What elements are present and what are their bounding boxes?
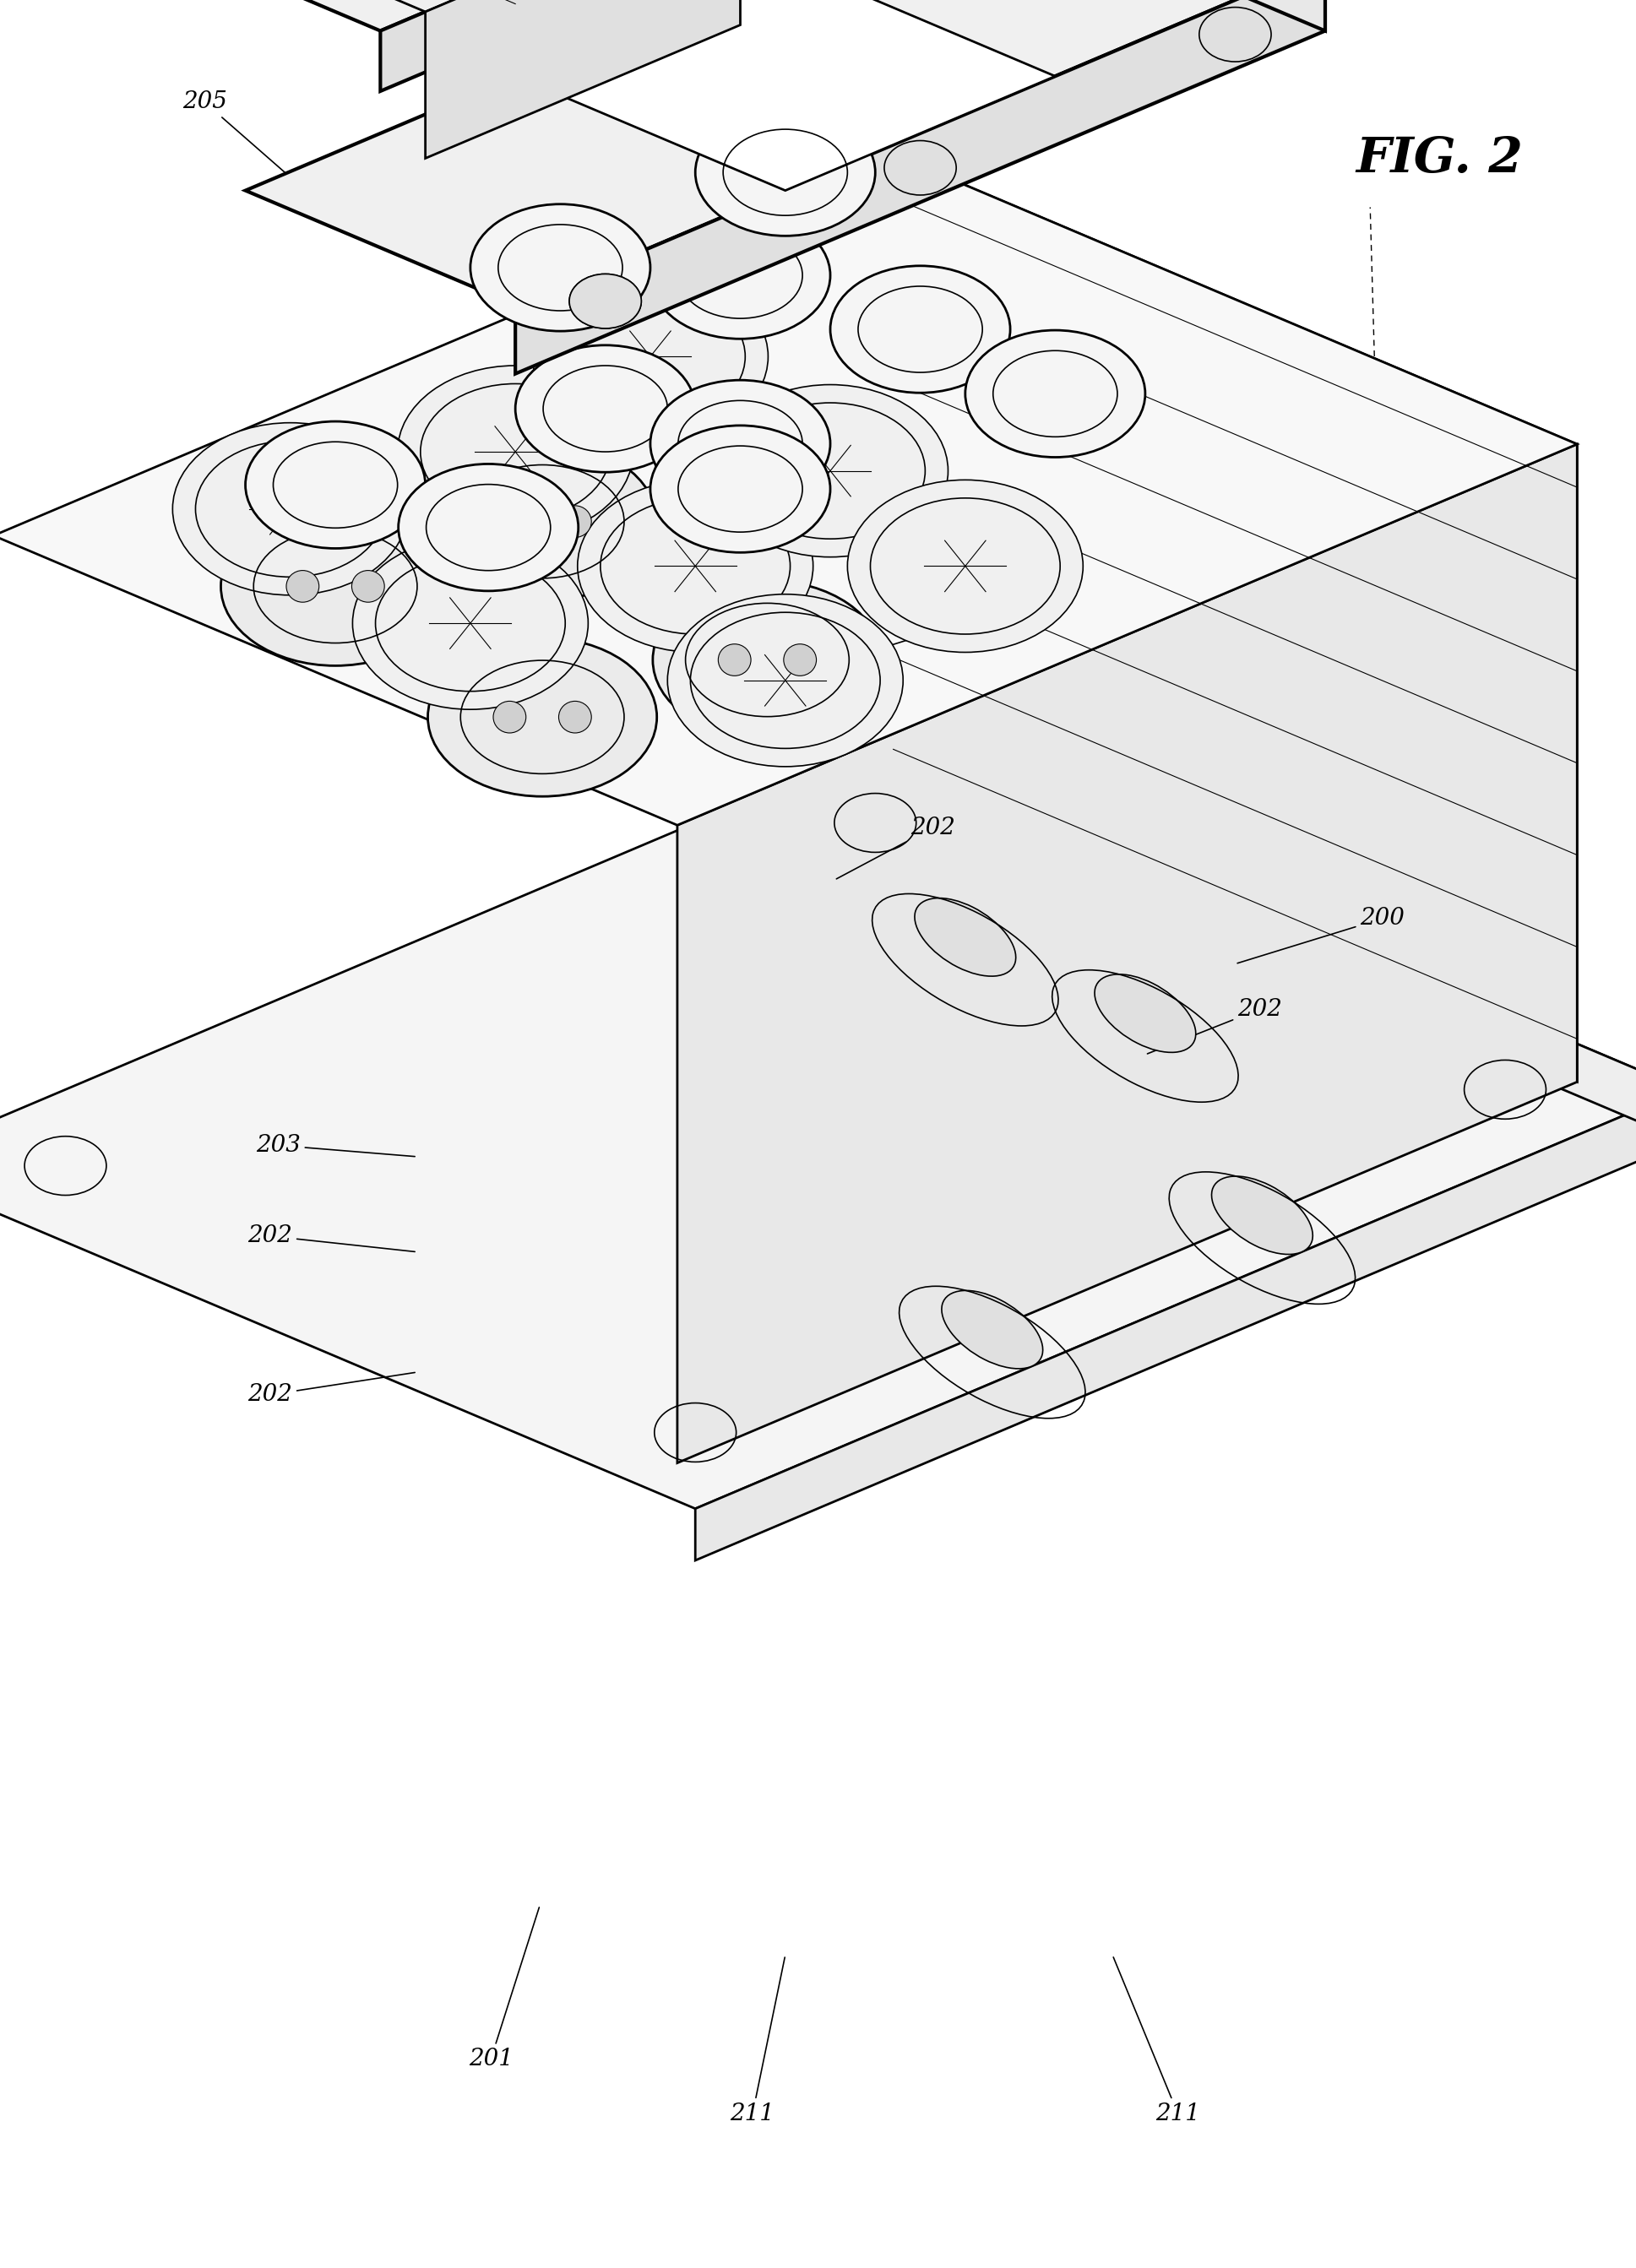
Polygon shape — [1055, 0, 1325, 32]
Ellipse shape — [471, 204, 649, 331]
Ellipse shape — [653, 581, 882, 739]
Polygon shape — [515, 0, 1055, 191]
Ellipse shape — [651, 426, 831, 553]
Ellipse shape — [667, 594, 903, 767]
Ellipse shape — [1212, 1177, 1312, 1254]
Ellipse shape — [883, 141, 955, 195]
Text: 201: 201 — [468, 1907, 540, 2071]
Polygon shape — [515, 0, 1325, 374]
Text: 211: 211 — [1114, 1957, 1201, 2125]
Ellipse shape — [1199, 7, 1271, 61]
Polygon shape — [0, 154, 1577, 826]
Ellipse shape — [352, 572, 384, 603]
Polygon shape — [875, 746, 1636, 1141]
Ellipse shape — [286, 572, 319, 603]
Ellipse shape — [713, 386, 949, 558]
Ellipse shape — [784, 644, 816, 676]
Text: FIG. 2: FIG. 2 — [1356, 134, 1523, 184]
Polygon shape — [201, 0, 1369, 32]
Ellipse shape — [173, 422, 409, 594]
Text: 203: 203 — [255, 1134, 416, 1157]
Ellipse shape — [942, 1290, 1042, 1368]
Ellipse shape — [515, 345, 695, 472]
Ellipse shape — [915, 898, 1016, 975]
Text: 204: 204 — [852, 606, 1005, 658]
Ellipse shape — [695, 109, 875, 236]
Text: 211: 211 — [730, 1957, 785, 2125]
Ellipse shape — [651, 381, 831, 508]
Text: 200: 200 — [1237, 907, 1405, 964]
Ellipse shape — [569, 274, 641, 329]
Ellipse shape — [847, 481, 1083, 653]
Polygon shape — [677, 445, 1577, 1463]
Ellipse shape — [245, 422, 425, 549]
Text: 202: 202 — [836, 816, 955, 880]
Ellipse shape — [578, 481, 813, 653]
Ellipse shape — [492, 701, 525, 733]
Polygon shape — [380, 0, 1369, 91]
Text: 202: 202 — [247, 1225, 416, 1252]
Ellipse shape — [831, 265, 1011, 392]
Polygon shape — [695, 1089, 1636, 1560]
Ellipse shape — [399, 465, 579, 592]
Ellipse shape — [427, 442, 656, 601]
Ellipse shape — [560, 701, 592, 733]
Ellipse shape — [427, 637, 656, 796]
Ellipse shape — [398, 365, 633, 538]
Ellipse shape — [1094, 975, 1196, 1052]
Ellipse shape — [718, 644, 751, 676]
Text: 205: 205 — [182, 91, 358, 236]
Ellipse shape — [965, 331, 1145, 458]
Ellipse shape — [560, 506, 592, 538]
Ellipse shape — [651, 211, 831, 338]
Polygon shape — [245, 0, 1325, 304]
Polygon shape — [425, 0, 739, 159]
Polygon shape — [893, 154, 1577, 1082]
Ellipse shape — [352, 538, 589, 710]
Ellipse shape — [533, 270, 769, 442]
Text: 202: 202 — [247, 1372, 416, 1406]
Text: 202: 202 — [1147, 998, 1283, 1055]
Polygon shape — [245, 0, 739, 11]
Ellipse shape — [569, 274, 641, 329]
Polygon shape — [0, 746, 1636, 1508]
Ellipse shape — [492, 506, 525, 538]
Ellipse shape — [221, 508, 450, 667]
